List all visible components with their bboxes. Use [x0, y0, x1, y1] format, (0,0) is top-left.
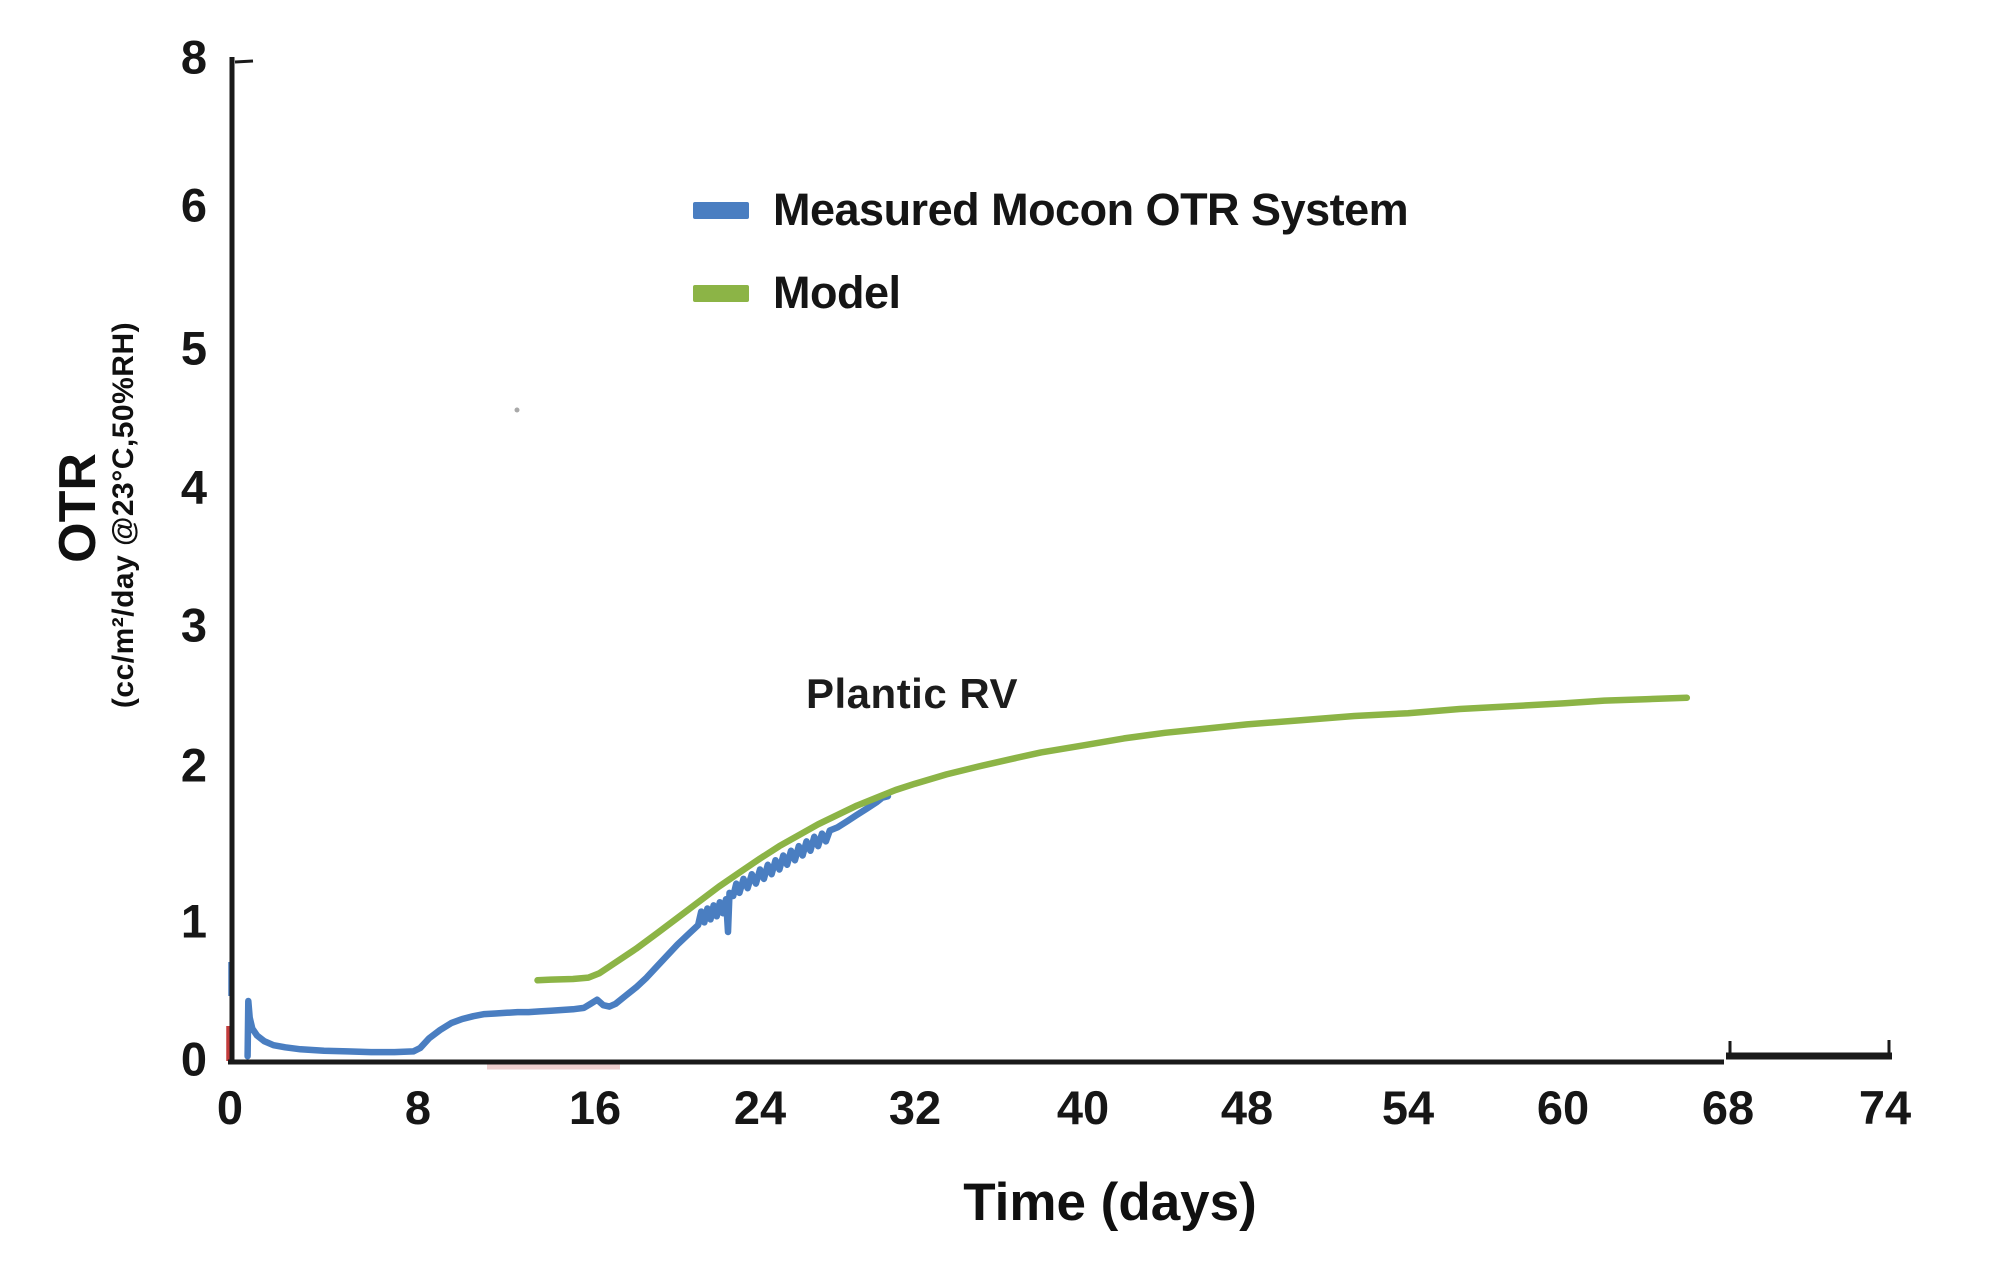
x-tick-label-24: 24	[733, 1081, 787, 1134]
legend: Measured Mocon OTR System Model	[693, 184, 1409, 318]
y-axis-subtitle: (cc/m²/day @23°C,50%RH)	[107, 321, 140, 709]
y-tick-label-2: 2	[180, 738, 207, 792]
measured-series-swatch	[693, 201, 749, 219]
x-tick-label-8: 8	[404, 1081, 432, 1134]
y-tick-label-4: 4	[180, 460, 207, 514]
y-tick-label-3: 3	[180, 598, 207, 652]
y-tick-label-8: 8	[180, 30, 207, 84]
legend-label-model: Model	[773, 267, 901, 318]
x-tick-label-54: 54	[1381, 1081, 1435, 1134]
legend-item-model: Model	[693, 267, 1408, 318]
y-tick-label-0: 0	[180, 1032, 207, 1086]
y-tick-label-1: 1	[180, 894, 207, 948]
y-tick-label-5: 5	[180, 321, 207, 375]
measured-mocon-curve	[244, 792, 892, 1060]
x-tick-label-60: 60	[1536, 1081, 1590, 1134]
x-tick-label-32: 32	[888, 1081, 942, 1134]
x-tick-label-74: 74	[1858, 1081, 1912, 1134]
y-axis-top-tick	[234, 59, 254, 64]
stray-dot	[514, 407, 520, 413]
y-axis-title: OTR	[49, 453, 107, 563]
model-curve	[534, 694, 1691, 984]
x-axis-title: Time (days)	[963, 1173, 1257, 1232]
x-tick-label-48: 48	[1220, 1081, 1274, 1134]
y-tick-label-6: 6	[180, 178, 207, 232]
x-tick-label-16: 16	[568, 1081, 622, 1134]
legend-label-measured: Measured Mocon OTR System	[773, 184, 1409, 235]
legend-item-measured: Measured Mocon OTR System	[693, 184, 1409, 235]
x-tick-label-40: 40	[1056, 1081, 1110, 1134]
x-tick-label-0: 0	[216, 1081, 244, 1134]
series-annotation: Plantic RV	[806, 670, 1018, 717]
x-tick-label-68: 68	[1701, 1081, 1755, 1134]
model-series-swatch	[693, 284, 749, 302]
